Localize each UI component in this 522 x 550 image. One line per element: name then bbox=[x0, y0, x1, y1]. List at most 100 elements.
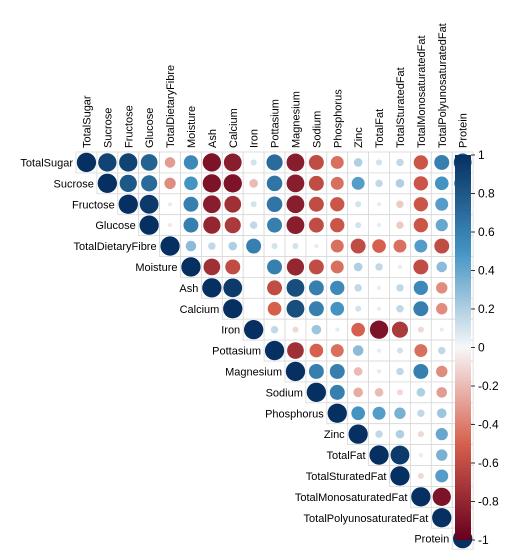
corr-circle-Sodium-Phosphorus bbox=[329, 384, 345, 400]
corr-circle-Sucrose-TotalSturatedFat bbox=[395, 179, 405, 188]
column-label: TotalFat bbox=[374, 109, 386, 148]
column-label: TotalMonosaturatedFat bbox=[416, 35, 428, 148]
corr-circle-TotalSugar-TotalSturatedFat bbox=[396, 158, 404, 167]
corr-circle-Sucrose-TotalMonosaturatedFat bbox=[413, 176, 429, 191]
colorbar-legend: 1 0.8 0.6 0.4 0.2 0 -0.2 -0.4 -0.6 -0.8 -1 bbox=[455, 148, 499, 547]
corr-circle-Fructose-Ash bbox=[202, 195, 221, 214]
corr-circle-Moisture-TotalMonosaturatedFat bbox=[413, 259, 429, 275]
corr-circle-Sodium-TotalSturatedFat bbox=[396, 389, 404, 396]
corr-circle-Sucrose-Pottasium bbox=[266, 175, 283, 192]
row-label: Glucose bbox=[95, 220, 135, 232]
colorbar-tick-label: 0.2 bbox=[478, 302, 495, 316]
column-label: Phosphorus bbox=[332, 89, 344, 148]
column-label: TotalSugar bbox=[81, 95, 93, 148]
corr-circle-TotalDietaryFibre-TotalDietaryFibre bbox=[160, 236, 180, 256]
colorbar-tick-label: -0.4 bbox=[478, 418, 499, 432]
corr-circle-Sucrose-Moisture bbox=[184, 176, 198, 191]
corr-circle-Ash-Magnesium bbox=[286, 278, 305, 297]
corr-circle-Sucrose-TotalFat bbox=[375, 179, 383, 188]
corr-circle-Moisture-Iron bbox=[252, 266, 255, 268]
row-label: Pottasium bbox=[212, 346, 261, 358]
corr-circle-Sucrose-Glucose bbox=[141, 175, 158, 192]
row-label: Sodium bbox=[266, 387, 303, 399]
column-label: TotalPolyunosaturatedFat bbox=[437, 23, 449, 148]
colorbar-tick-label: -0.6 bbox=[478, 456, 499, 470]
corr-circle-Fructose-Zinc bbox=[355, 201, 362, 208]
corr-circle-Glucose-Magnesium bbox=[286, 216, 305, 235]
corr-circle-Phosphorus-TotalPolyunosaturatedFat bbox=[436, 408, 447, 419]
colorbar-gradient bbox=[455, 155, 471, 540]
corr-circle-TotalDietaryFibre-TotalFat bbox=[372, 239, 386, 253]
corr-circle-Moisture-Phosphorus bbox=[330, 260, 344, 274]
corr-circle-TotalSugar-Fructose bbox=[119, 153, 138, 172]
corr-circle-Magnesium-Zinc bbox=[353, 367, 363, 376]
corr-circle-Zinc-TotalPolyunosaturatedFat bbox=[435, 428, 448, 441]
corr-circle-Ash-Sodium bbox=[308, 280, 324, 296]
corr-circle-Zinc-TotalSturatedFat bbox=[395, 429, 405, 439]
corr-circle-Calcium-Iron bbox=[252, 307, 255, 310]
corr-circle-TotalSturatedFat-TotalMonosaturatedFat bbox=[417, 472, 424, 480]
corr-circle-Ash-TotalPolyunosaturatedFat bbox=[436, 282, 448, 294]
corr-circle-Magnesium-Sodium bbox=[308, 363, 324, 379]
corr-circle-Sucrose-Zinc bbox=[351, 176, 365, 190]
corr-circle-Pottasium-Phosphorus bbox=[330, 344, 344, 358]
corr-circle-TotalDietaryFibre-Sodium bbox=[314, 243, 319, 249]
corr-circle-Glucose-Glucose bbox=[139, 215, 159, 235]
corr-circle-Sodium-TotalFat bbox=[374, 388, 384, 397]
row-label: TotalMonosaturatedFat bbox=[295, 492, 408, 504]
corr-circle-Sodium-TotalPolyunosaturatedFat bbox=[436, 387, 448, 398]
corr-circle-TotalDietaryFibre-Zinc bbox=[350, 238, 366, 254]
corr-circle-Iron-Zinc bbox=[351, 322, 365, 337]
corr-circle-Pottasium-TotalPolyunosaturatedFat bbox=[438, 346, 446, 355]
column-labels: TotalSugar Sucrose Fructose Glucose TotalDie… bbox=[81, 23, 469, 148]
corr-circle-Pottasium-Pottasium bbox=[264, 340, 285, 361]
corr-circle-TotalSugar-Ash bbox=[202, 153, 222, 172]
corr-circle-TotalSugar-Sucrose bbox=[98, 153, 117, 172]
column-label: TotalDietaryFibre bbox=[165, 65, 177, 148]
corr-circle-Phosphorus-TotalMonosaturatedFat bbox=[417, 409, 425, 417]
corr-circle-Calcium-TotalPolyunosaturatedFat bbox=[436, 303, 448, 315]
corr-circle-Fructose-Magnesium bbox=[286, 195, 305, 214]
corr-circle-Fructose-TotalFat bbox=[376, 202, 382, 207]
corr-circle-Glucose-Sodium bbox=[308, 217, 324, 233]
row-label: Protein bbox=[414, 534, 449, 546]
corr-circle-Calcium-Sodium bbox=[308, 301, 324, 317]
corr-circle-Pottasium-Magnesium bbox=[287, 342, 304, 359]
corr-circle-Pottasium-Sodium bbox=[309, 343, 324, 358]
corr-circle-Moisture-Calcium bbox=[225, 259, 241, 275]
corr-circle-Magnesium-Phosphorus bbox=[329, 363, 345, 379]
corr-circle-Calcium-Magnesium bbox=[286, 299, 305, 318]
column-label: Fructose bbox=[123, 105, 135, 148]
corr-circle-Fructose-TotalPolyunosaturatedFat bbox=[435, 197, 449, 211]
corr-circle-TotalSugar-Sodium bbox=[308, 154, 324, 170]
corr-circle-Glucose-TotalMonosaturatedFat bbox=[413, 217, 429, 233]
corr-circle-TotalDietaryFibre-Iron bbox=[246, 238, 262, 254]
corr-circle-Sodium-TotalMonosaturatedFat bbox=[416, 388, 426, 397]
corr-circle-Sodium-Sodium bbox=[306, 382, 326, 402]
corr-circle-Glucose-Phosphorus bbox=[330, 217, 345, 233]
row-label: Moisture bbox=[135, 262, 177, 274]
corr-circle-TotalSugar-TotalDietaryFibre bbox=[164, 157, 176, 168]
row-label: Ash bbox=[179, 283, 198, 295]
corr-circle-Pottasium-TotalMonosaturatedFat bbox=[414, 344, 428, 358]
colorbar-tick-label: 0.8 bbox=[478, 187, 495, 201]
corr-circle-Calcium-Pottasium bbox=[267, 301, 282, 316]
corr-circle-Fructose-Iron bbox=[250, 201, 257, 208]
corr-circle-Fructose-Moisture bbox=[183, 196, 199, 212]
corr-circle-TotalSugar-Zinc bbox=[353, 158, 363, 167]
corr-circle-Pottasium-TotalSturatedFat bbox=[396, 347, 404, 354]
corr-circle-TotalSugar-Moisture bbox=[183, 155, 199, 170]
corr-circle-TotalSugar-TotalSugar bbox=[76, 152, 97, 173]
corr-circle-TotalSugar-TotalPolyunosaturatedFat bbox=[434, 154, 450, 170]
corr-circle-Iron-TotalFat bbox=[369, 320, 389, 339]
corr-circle-Zinc-Zinc bbox=[348, 424, 368, 444]
corr-circle-Iron-TotalMonosaturatedFat bbox=[417, 326, 424, 333]
colorbar-tick-label: -0.2 bbox=[478, 379, 499, 393]
corr-circle-Glucose-Calcium bbox=[224, 217, 241, 234]
corr-circle-TotalSugar-Pottasium bbox=[266, 154, 283, 171]
corr-circle-Glucose-Ash bbox=[203, 216, 221, 234]
corr-circle-Phosphorus-TotalSturatedFat bbox=[394, 407, 406, 419]
column-label: Sucrose bbox=[102, 108, 114, 148]
corr-circle-TotalSturatedFat-TotalPolyunosaturatedFat bbox=[435, 469, 449, 483]
corr-circle-Iron-Sodium bbox=[311, 324, 322, 335]
